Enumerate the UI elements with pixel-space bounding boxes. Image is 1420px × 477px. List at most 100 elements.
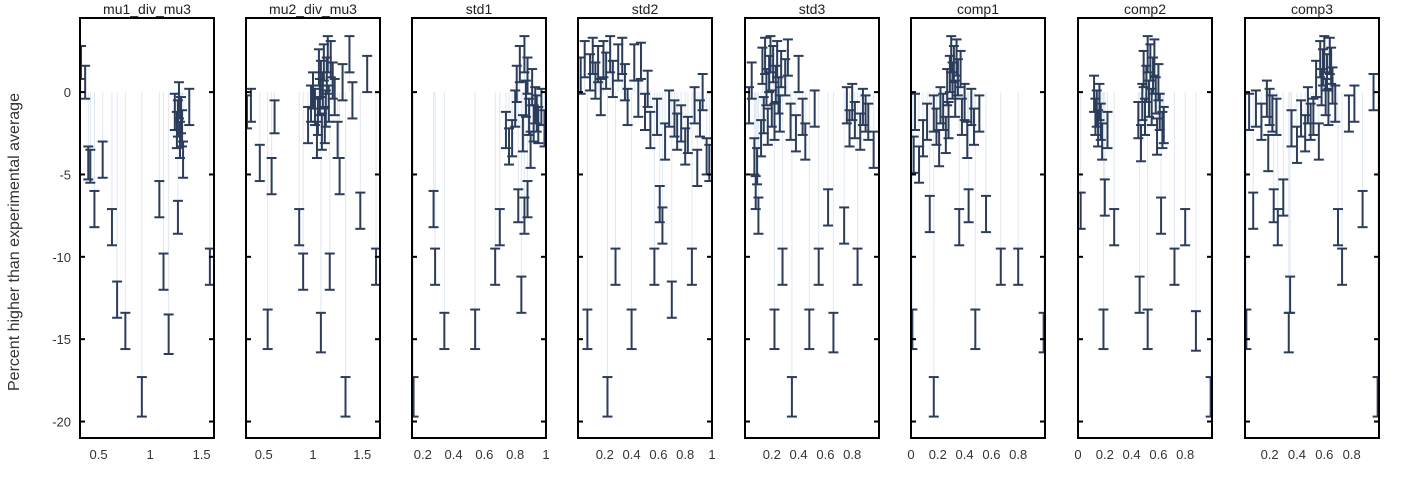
error-bar [963, 188, 974, 224]
panel-plot-area [911, 35, 1045, 418]
panel-frame [744, 17, 880, 439]
error-bar [697, 73, 708, 112]
error-bar [928, 376, 939, 418]
error-bar [154, 180, 165, 219]
error-bar [178, 140, 189, 179]
error-bar [430, 247, 441, 286]
error-bar [344, 35, 355, 74]
error-bar [1102, 110, 1113, 150]
error-bar [513, 188, 524, 224]
x-tick-label: 0.2 [1096, 447, 1114, 462]
error-bar [1180, 208, 1191, 247]
x-tick-label: 0.6 [982, 447, 1000, 462]
x-tick-label: 1 [309, 447, 316, 462]
error-bar [602, 376, 613, 418]
error-bar [595, 77, 606, 117]
error-bar [1286, 109, 1297, 148]
x-tick-label: 0.4 [445, 447, 463, 462]
x-tick-label: 0.6 [649, 447, 667, 462]
error-bar [1256, 102, 1267, 141]
error-bar [1013, 247, 1024, 286]
error-bar [176, 96, 187, 135]
error-bar [633, 79, 644, 118]
x-tick-label: 1 [708, 447, 715, 462]
error-bar [158, 252, 169, 291]
error-bar [269, 99, 280, 135]
error-bar [692, 148, 703, 187]
error-bar [340, 376, 351, 418]
panel-std1: std1 0.2 0.4 0.6 0.8 1 [411, 1, 550, 462]
error-bar [85, 148, 96, 184]
panel-plot-area [745, 35, 879, 418]
panel-title: comp1 [957, 1, 999, 17]
error-bar [294, 208, 305, 247]
error-bar [828, 311, 839, 354]
error-bar [777, 247, 788, 286]
error-bar [839, 206, 850, 245]
error-bar [746, 61, 757, 100]
x-tick-label: 0.2 [414, 447, 432, 462]
x-tick-label: 0.2 [1261, 447, 1279, 462]
panel-plot-area [412, 35, 546, 418]
error-bar [790, 114, 801, 153]
panel-plot-area [1078, 35, 1212, 418]
x-tick-label: 0.4 [623, 447, 641, 462]
error-bar [666, 280, 677, 319]
panel-mu2_div_mu3: mu2_div_mu3 0.5 1 1.5 [245, 1, 381, 462]
error-bar [362, 54, 373, 94]
error-bar [753, 196, 764, 235]
error-bar [579, 40, 590, 79]
x-tick-label: 0.6 [475, 447, 493, 462]
error-bar [1094, 82, 1105, 122]
error-bar [510, 89, 521, 128]
error-bar [954, 208, 965, 247]
error-bar [1330, 84, 1341, 123]
error-bar [769, 308, 780, 351]
error-bar [1337, 247, 1348, 286]
error-bar [120, 311, 131, 351]
error-bar [97, 140, 108, 179]
x-tick-label: 1.5 [193, 447, 211, 462]
y-tick-label: -20 [52, 415, 71, 430]
error-bar [1156, 196, 1167, 235]
error-bar [968, 107, 979, 146]
error-bar [782, 38, 793, 77]
panel-frame [1077, 17, 1213, 439]
panel-title: std3 [799, 1, 826, 17]
panel-frame [910, 17, 1046, 439]
x-tick-label: 0.6 [1315, 447, 1333, 462]
panel-title: std1 [466, 1, 493, 17]
error-bar [804, 308, 815, 351]
panel-title: mu1_div_mu3 [103, 1, 191, 17]
error-bar [1098, 308, 1109, 351]
x-tick-label: 0 [1074, 447, 1081, 462]
x-tick-label: 0.2 [763, 447, 781, 462]
error-bar [943, 101, 954, 140]
error-bar [1368, 73, 1379, 112]
error-bar [106, 208, 117, 247]
panel-plot-area [246, 35, 380, 418]
panel-frame [411, 17, 547, 439]
x-tick-label: 0 [907, 447, 914, 462]
error-bar [924, 194, 935, 234]
error-bar [863, 102, 874, 141]
error-bar [172, 199, 183, 235]
error-bar [1250, 89, 1261, 128]
error-bar [246, 87, 256, 123]
error-bar [184, 87, 195, 127]
error-bar [649, 247, 660, 286]
error-bar [1271, 97, 1282, 136]
error-bar [1190, 310, 1201, 352]
error-bar [412, 376, 419, 418]
panel-comp3: comp3 0.2 0.4 0.6 0.8 [1244, 1, 1380, 462]
panel-std2: std2 0.2 0.4 0.6 0.8 1 [577, 1, 716, 462]
error-bar [1169, 247, 1180, 286]
error-bar [1205, 376, 1212, 418]
panel-comp1: comp1 0 0.2 0.4 0.6 0.8 [907, 1, 1046, 462]
y-axis-title: Percent higher than experimental average [6, 93, 23, 391]
x-tick-label: 1 [542, 447, 549, 462]
error-bar [686, 247, 697, 286]
error-bar [786, 376, 797, 418]
